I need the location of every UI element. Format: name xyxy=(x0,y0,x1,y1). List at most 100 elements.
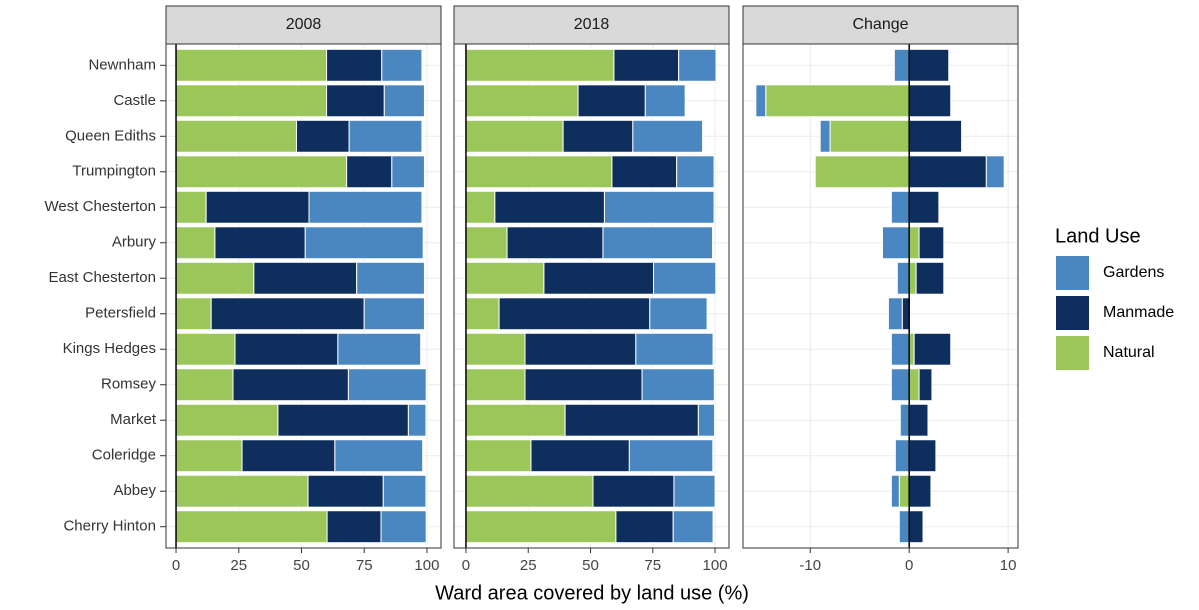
bar-segment xyxy=(908,48,950,82)
strip-label: Change xyxy=(852,16,908,33)
bar-segment xyxy=(407,403,427,437)
bar-segment xyxy=(175,226,216,260)
x-tick-label: -10 xyxy=(799,557,821,574)
bar-segment xyxy=(908,84,952,118)
bar-segment xyxy=(543,261,655,295)
bar-segment xyxy=(346,155,393,189)
category-label: Castle xyxy=(113,92,156,109)
bar-segment xyxy=(918,226,945,260)
bar-segment xyxy=(613,48,680,82)
bar-segment xyxy=(908,261,917,295)
bar-segment xyxy=(985,155,1005,189)
bar-segment xyxy=(506,226,604,260)
category-label: Market xyxy=(110,411,157,428)
bar-segment xyxy=(918,368,933,402)
category-label: Trumpington xyxy=(72,163,156,180)
strip xyxy=(453,5,730,45)
strip xyxy=(165,5,442,45)
bar-segment xyxy=(908,190,940,224)
bar-segment xyxy=(465,84,579,118)
bar-segment xyxy=(653,261,717,295)
bar-segment xyxy=(175,261,255,295)
bar-segment xyxy=(295,119,350,153)
x-tick-label: 25 xyxy=(520,557,537,574)
bar-segment xyxy=(577,84,646,118)
category-label: Newnham xyxy=(88,56,156,73)
bar-segment xyxy=(819,119,831,153)
legend-label: Natural xyxy=(1103,344,1155,361)
bar-segment xyxy=(908,368,920,402)
bar-segment xyxy=(465,119,564,153)
bar-segment xyxy=(465,368,526,402)
bar-segment xyxy=(307,474,384,508)
category-label: Kings Hedges xyxy=(63,340,156,357)
bar-segment xyxy=(175,297,212,331)
bar-segment xyxy=(465,439,532,473)
bar-segment xyxy=(363,297,425,331)
bar-segment xyxy=(672,510,714,544)
bar-segment xyxy=(894,439,910,473)
panel-background xyxy=(166,44,441,548)
bar-segment xyxy=(175,403,279,437)
x-tick-label: 100 xyxy=(414,557,439,574)
bar-segment xyxy=(673,474,716,508)
bar-segment xyxy=(175,84,328,118)
bar-segment xyxy=(175,510,328,544)
bar-segment xyxy=(530,439,630,473)
bar-segment xyxy=(915,261,945,295)
panel-background xyxy=(743,44,1018,548)
x-axis-label: Ward area covered by land use (%) xyxy=(435,582,749,604)
bar-segment xyxy=(635,332,714,366)
bar-segment xyxy=(524,368,643,402)
bar-segment xyxy=(326,510,382,544)
bar-segment xyxy=(382,474,427,508)
category-label: East Chesterton xyxy=(48,269,156,286)
bar-segment xyxy=(908,403,929,437)
bar-segment xyxy=(175,474,309,508)
bar-segment xyxy=(890,368,910,402)
bar-segment xyxy=(308,190,423,224)
bar-segment xyxy=(908,439,937,473)
bar-segment xyxy=(611,155,678,189)
bar-segment xyxy=(277,403,409,437)
bar-segment xyxy=(890,474,900,508)
bar-segment xyxy=(829,119,910,153)
x-tick-label: 0 xyxy=(172,557,180,574)
bar-segment xyxy=(649,297,708,331)
bar-segment xyxy=(908,226,920,260)
bar-segment xyxy=(628,439,714,473)
strip-label: 2018 xyxy=(574,16,610,33)
bar-segment xyxy=(241,439,336,473)
bar-segment xyxy=(337,332,422,366)
category-label: Cherry Hinton xyxy=(63,518,156,535)
bar-segment xyxy=(901,297,910,331)
bar-segment xyxy=(465,190,496,224)
x-tick-label: 10 xyxy=(1000,557,1017,574)
bar-segment xyxy=(465,510,617,544)
bar-segment xyxy=(908,119,963,153)
bar-segment xyxy=(498,297,651,331)
bar-segment xyxy=(465,155,613,189)
bar-segment xyxy=(603,190,715,224)
bar-segment xyxy=(347,368,427,402)
bar-segment xyxy=(381,48,423,82)
bar-segment xyxy=(465,261,545,295)
bar-segment xyxy=(644,84,686,118)
category-label: Queen Ediths xyxy=(65,127,156,144)
category-label: Petersfield xyxy=(85,305,156,322)
x-tick-label: 0 xyxy=(462,557,470,574)
bar-segment xyxy=(253,261,358,295)
bar-segment xyxy=(602,226,714,260)
bar-segment xyxy=(232,368,349,402)
bar-segment xyxy=(887,297,903,331)
legend-swatch xyxy=(1056,336,1089,370)
bar-segment xyxy=(494,190,605,224)
bar-segment xyxy=(697,403,716,437)
bar-segment xyxy=(765,84,910,118)
legend-title: Land Use xyxy=(1055,225,1141,247)
bar-segment xyxy=(175,368,234,402)
category-label: Romsey xyxy=(101,376,157,393)
x-tick-label: 0 xyxy=(905,557,913,574)
bar-segment xyxy=(893,48,910,82)
